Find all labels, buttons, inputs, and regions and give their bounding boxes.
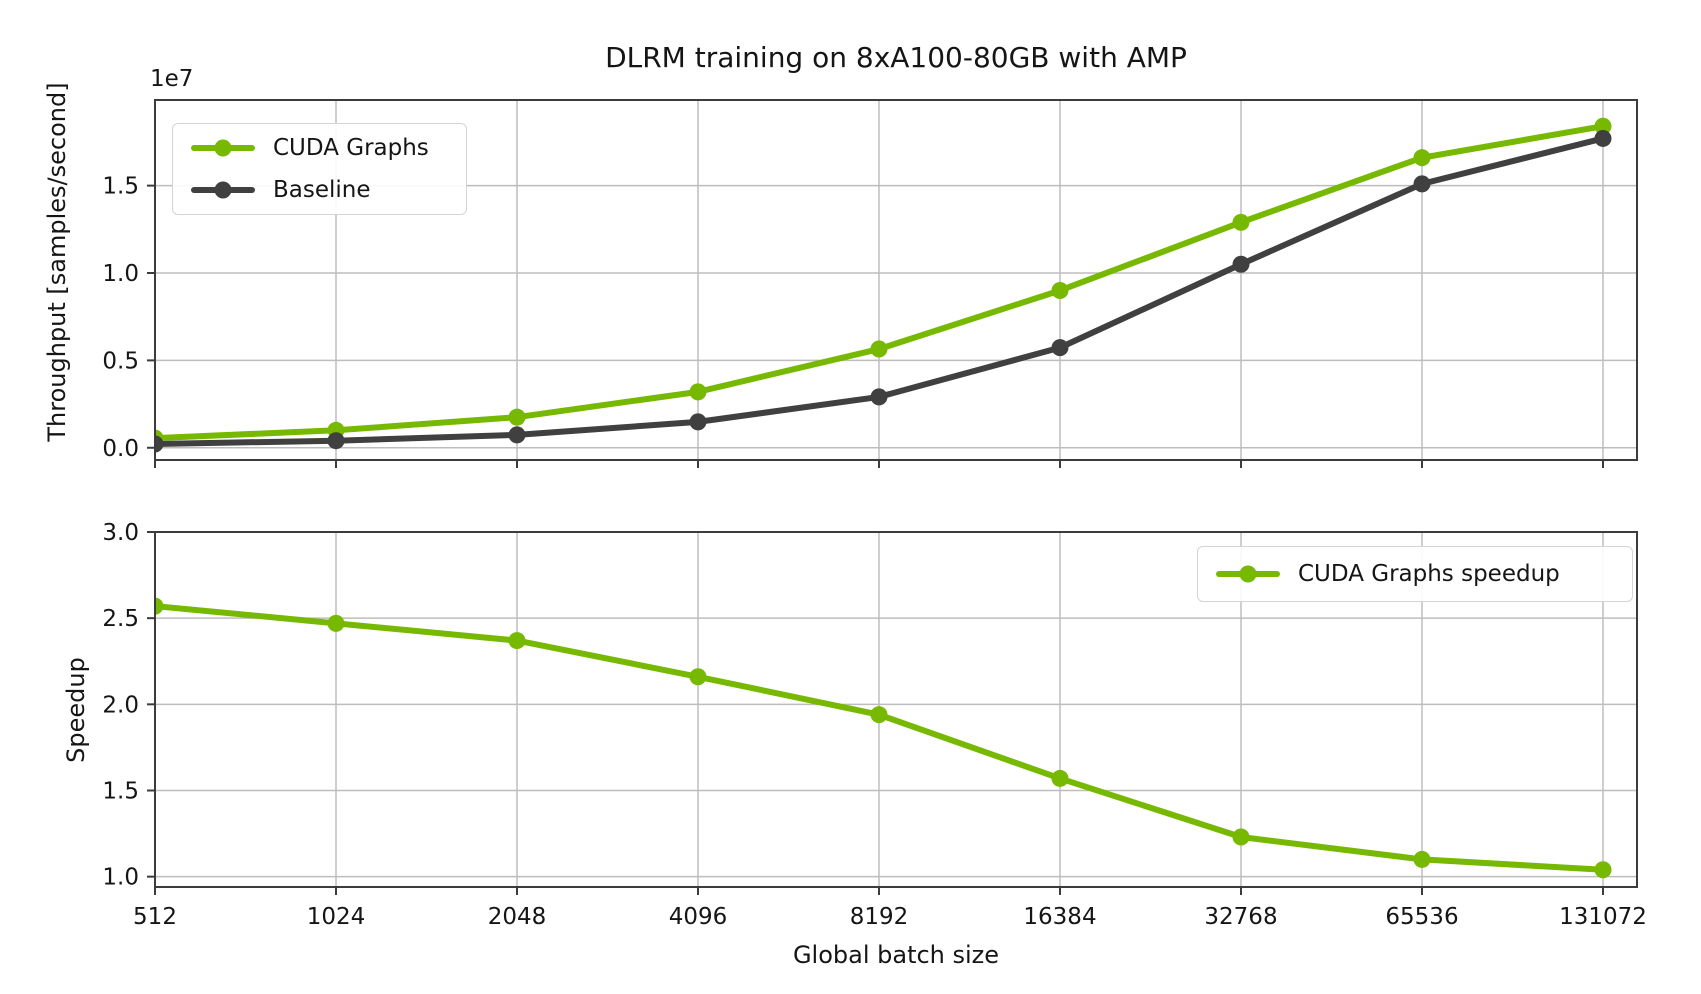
data-point-marker (508, 426, 526, 444)
legend-speedup: CUDA Graphs speedup (1197, 546, 1633, 602)
legend-throughput: CUDA Graphs Baseline (172, 123, 467, 215)
legend-item-cuda-graphs: CUDA Graphs (191, 133, 448, 163)
plot-border (154, 531, 1638, 888)
speedup-axis-label: Speedup (62, 657, 90, 763)
chart-title: DLRM training on 8xA100-80GB with AMP (605, 41, 1187, 74)
chart-panel-1: 1.0 1.5 2.0 2.5 3.0 512 1024 2048 4096 8192 16384 3… (102, 520, 1646, 930)
data-point-marker (327, 432, 345, 450)
data-point-marker (155, 597, 164, 615)
y-tick-label: 1.5 (102, 174, 139, 200)
data-point-marker (1594, 861, 1612, 879)
x-tick-label: 16384 (1023, 904, 1096, 930)
y-tick-label: 1.0 (102, 865, 139, 891)
data-point-marker (870, 388, 888, 406)
axis-ticks (147, 184, 1604, 468)
legend-label: CUDA Graphs (273, 135, 429, 161)
legend-item-baseline: Baseline (191, 175, 448, 205)
series-baseline (155, 129, 1612, 453)
baseline-marker-icon (214, 181, 232, 199)
data-point-marker (1413, 850, 1431, 868)
gridlines (154, 100, 1637, 460)
data-point-marker (508, 632, 526, 650)
data-point-marker (1232, 213, 1250, 231)
speedup-line-swatch (1216, 565, 1280, 583)
data-point-marker (1594, 129, 1612, 147)
chart-panel-0: 0.0 0.5 1.0 1.5 (102, 99, 1638, 468)
data-point-marker (1232, 828, 1250, 846)
data-point-marker (870, 340, 888, 358)
x-tick-label: 8192 (850, 904, 909, 930)
data-point-marker (1594, 117, 1612, 135)
y-axis-offset-label: 1e7 (150, 66, 194, 92)
data-point-marker (1051, 769, 1069, 787)
y-tick-label: 3.0 (102, 520, 139, 546)
axis-ticks (147, 531, 1604, 895)
y-tick-label: 2.0 (102, 692, 139, 718)
x-tick-label: 512 (133, 904, 177, 930)
data-point-marker (1413, 175, 1431, 193)
tick-labels: 1.0 1.5 2.0 2.5 3.0 512 1024 2048 4096 8192 16384 3… (102, 520, 1646, 930)
cuda-graphs-marker-icon (214, 139, 232, 157)
gridlines (154, 531, 1637, 887)
y-tick-label: 2.5 (102, 606, 139, 632)
y-tick-label: 1.0 (102, 261, 139, 287)
data-point-marker (1413, 149, 1431, 167)
series-cuda-graphs (155, 117, 1612, 447)
data-point-marker (689, 413, 707, 431)
x-tick-label: 2048 (488, 904, 547, 930)
data-point-marker (689, 668, 707, 686)
series-cuda-graphs-speedup (155, 597, 1612, 879)
y-tick-label: 0.5 (102, 348, 139, 374)
legend-item-cuda-graphs-speedup: CUDA Graphs speedup (1216, 559, 1614, 589)
x-tick-label: 131072 (1559, 904, 1647, 930)
legend-label: CUDA Graphs speedup (1298, 561, 1560, 587)
baseline-line-swatch (191, 181, 255, 199)
legend-label: Baseline (273, 177, 371, 203)
data-point-marker (327, 614, 345, 632)
data-point-marker (689, 383, 707, 401)
x-tick-label: 1024 (307, 904, 366, 930)
throughput-axis-label: Throughput [samples/second] (43, 82, 71, 442)
data-point-marker (1051, 281, 1069, 299)
data-point-marker (508, 408, 526, 426)
speedup-marker-icon (1239, 565, 1257, 583)
data-point-marker (1051, 339, 1069, 357)
y-tick-label: 1.5 (102, 778, 139, 804)
tick-labels: 0.0 0.5 1.0 1.5 (102, 174, 139, 462)
plot-border (154, 99, 1638, 461)
x-axis-label: Global batch size (792, 941, 1000, 969)
data-point-marker (1232, 255, 1250, 273)
y-tick-label: 0.0 (102, 436, 139, 462)
x-tick-label: 32768 (1204, 904, 1277, 930)
data-point-marker (870, 706, 888, 724)
x-tick-label: 65536 (1385, 904, 1458, 930)
cuda-graphs-line-swatch (191, 139, 255, 157)
x-tick-label: 4096 (669, 904, 728, 930)
data-point-marker (155, 435, 164, 453)
